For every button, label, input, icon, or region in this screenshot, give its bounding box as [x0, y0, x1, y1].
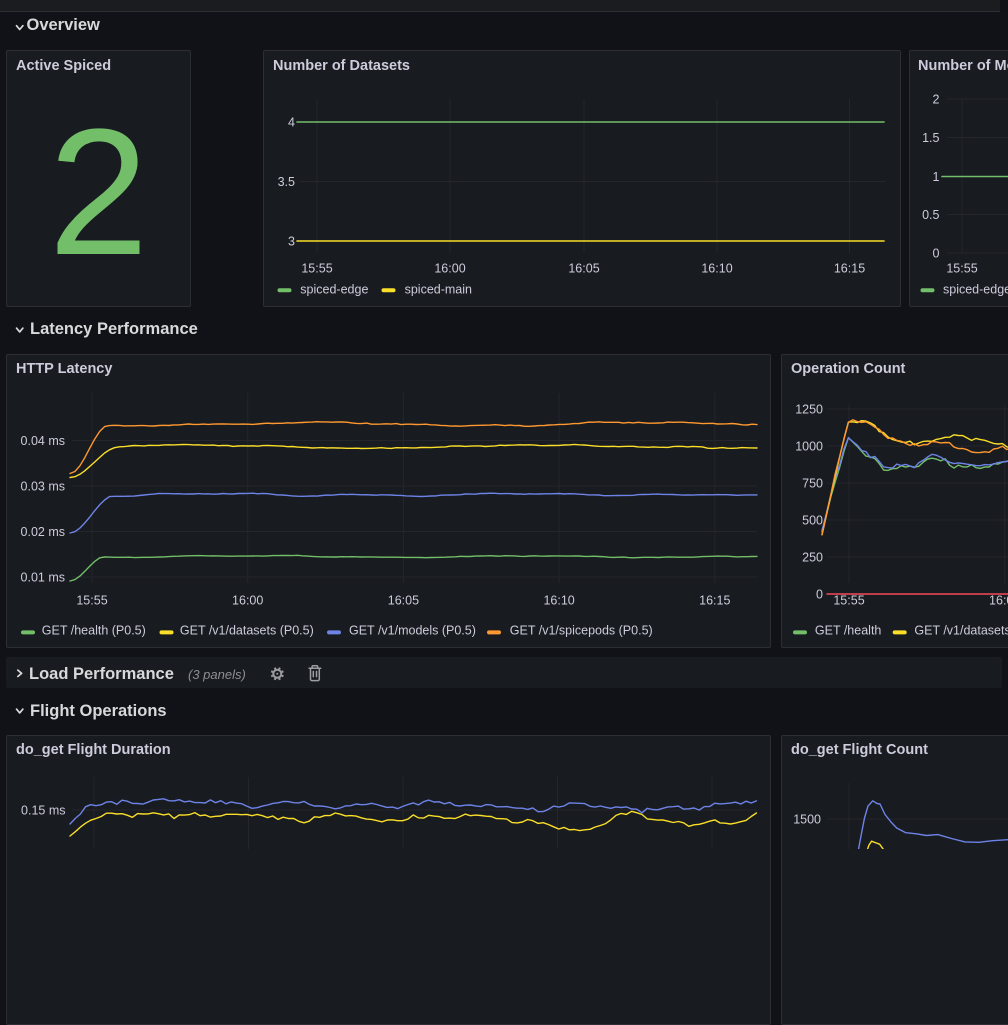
- svg-text:GET /v1/models (P0.5): GET /v1/models (P0.5): [349, 624, 476, 638]
- svg-text:spiced-edge: spiced-edge: [943, 283, 1008, 297]
- svg-text:0.04 ms: 0.04 ms: [21, 434, 65, 448]
- svg-text:GET /health (P0.5): GET /health (P0.5): [42, 624, 146, 638]
- svg-text:16:00: 16:00: [434, 262, 465, 276]
- svg-text:GET /v1/datasets (P0.5): GET /v1/datasets (P0.5): [180, 624, 314, 638]
- svg-text:1000: 1000: [795, 440, 823, 454]
- svg-text:16:00: 16:00: [989, 594, 1008, 608]
- svg-text:GET /v1/spicepods (P0.5): GET /v1/spicepods (P0.5): [510, 624, 653, 638]
- svg-text:15:55: 15:55: [946, 262, 977, 276]
- svg-text:1250: 1250: [795, 403, 823, 417]
- svg-text:2: 2: [933, 93, 940, 107]
- svg-text:spiced-main: spiced-main: [405, 283, 472, 297]
- svg-text:16:00: 16:00: [232, 594, 263, 608]
- svg-text:0.03 ms: 0.03 ms: [21, 480, 65, 494]
- svg-text:1.5: 1.5: [922, 131, 939, 145]
- svg-text:0.01 ms: 0.01 ms: [21, 571, 65, 585]
- svg-text:15:55: 15:55: [76, 594, 107, 608]
- svg-text:16:05: 16:05: [568, 262, 599, 276]
- svg-text:16:15: 16:15: [834, 262, 865, 276]
- svg-text:0.02 ms: 0.02 ms: [21, 525, 65, 539]
- svg-text:250: 250: [802, 551, 823, 565]
- svg-text:3.5: 3.5: [278, 175, 295, 189]
- svg-text:15:55: 15:55: [301, 262, 332, 276]
- svg-text:0.5: 0.5: [922, 208, 939, 222]
- svg-text:0.15 ms: 0.15 ms: [21, 804, 65, 818]
- svg-text:GET /v1/datasets: GET /v1/datasets: [914, 624, 1008, 638]
- svg-text:0: 0: [816, 588, 823, 602]
- svg-text:0: 0: [933, 247, 940, 261]
- svg-text:1: 1: [933, 170, 940, 184]
- svg-text:15:55: 15:55: [833, 594, 864, 608]
- svg-text:16:15: 16:15: [699, 594, 730, 608]
- svg-text:spiced-edge: spiced-edge: [300, 283, 368, 297]
- svg-text:500: 500: [802, 514, 823, 528]
- svg-text:GET /health: GET /health: [815, 624, 882, 638]
- svg-text:1500: 1500: [793, 813, 821, 827]
- svg-text:3: 3: [288, 235, 295, 249]
- svg-text:750: 750: [802, 477, 823, 491]
- svg-text:16:10: 16:10: [701, 262, 732, 276]
- svg-text:4: 4: [288, 116, 295, 130]
- svg-text:16:05: 16:05: [388, 594, 419, 608]
- svg-text:16:10: 16:10: [543, 594, 574, 608]
